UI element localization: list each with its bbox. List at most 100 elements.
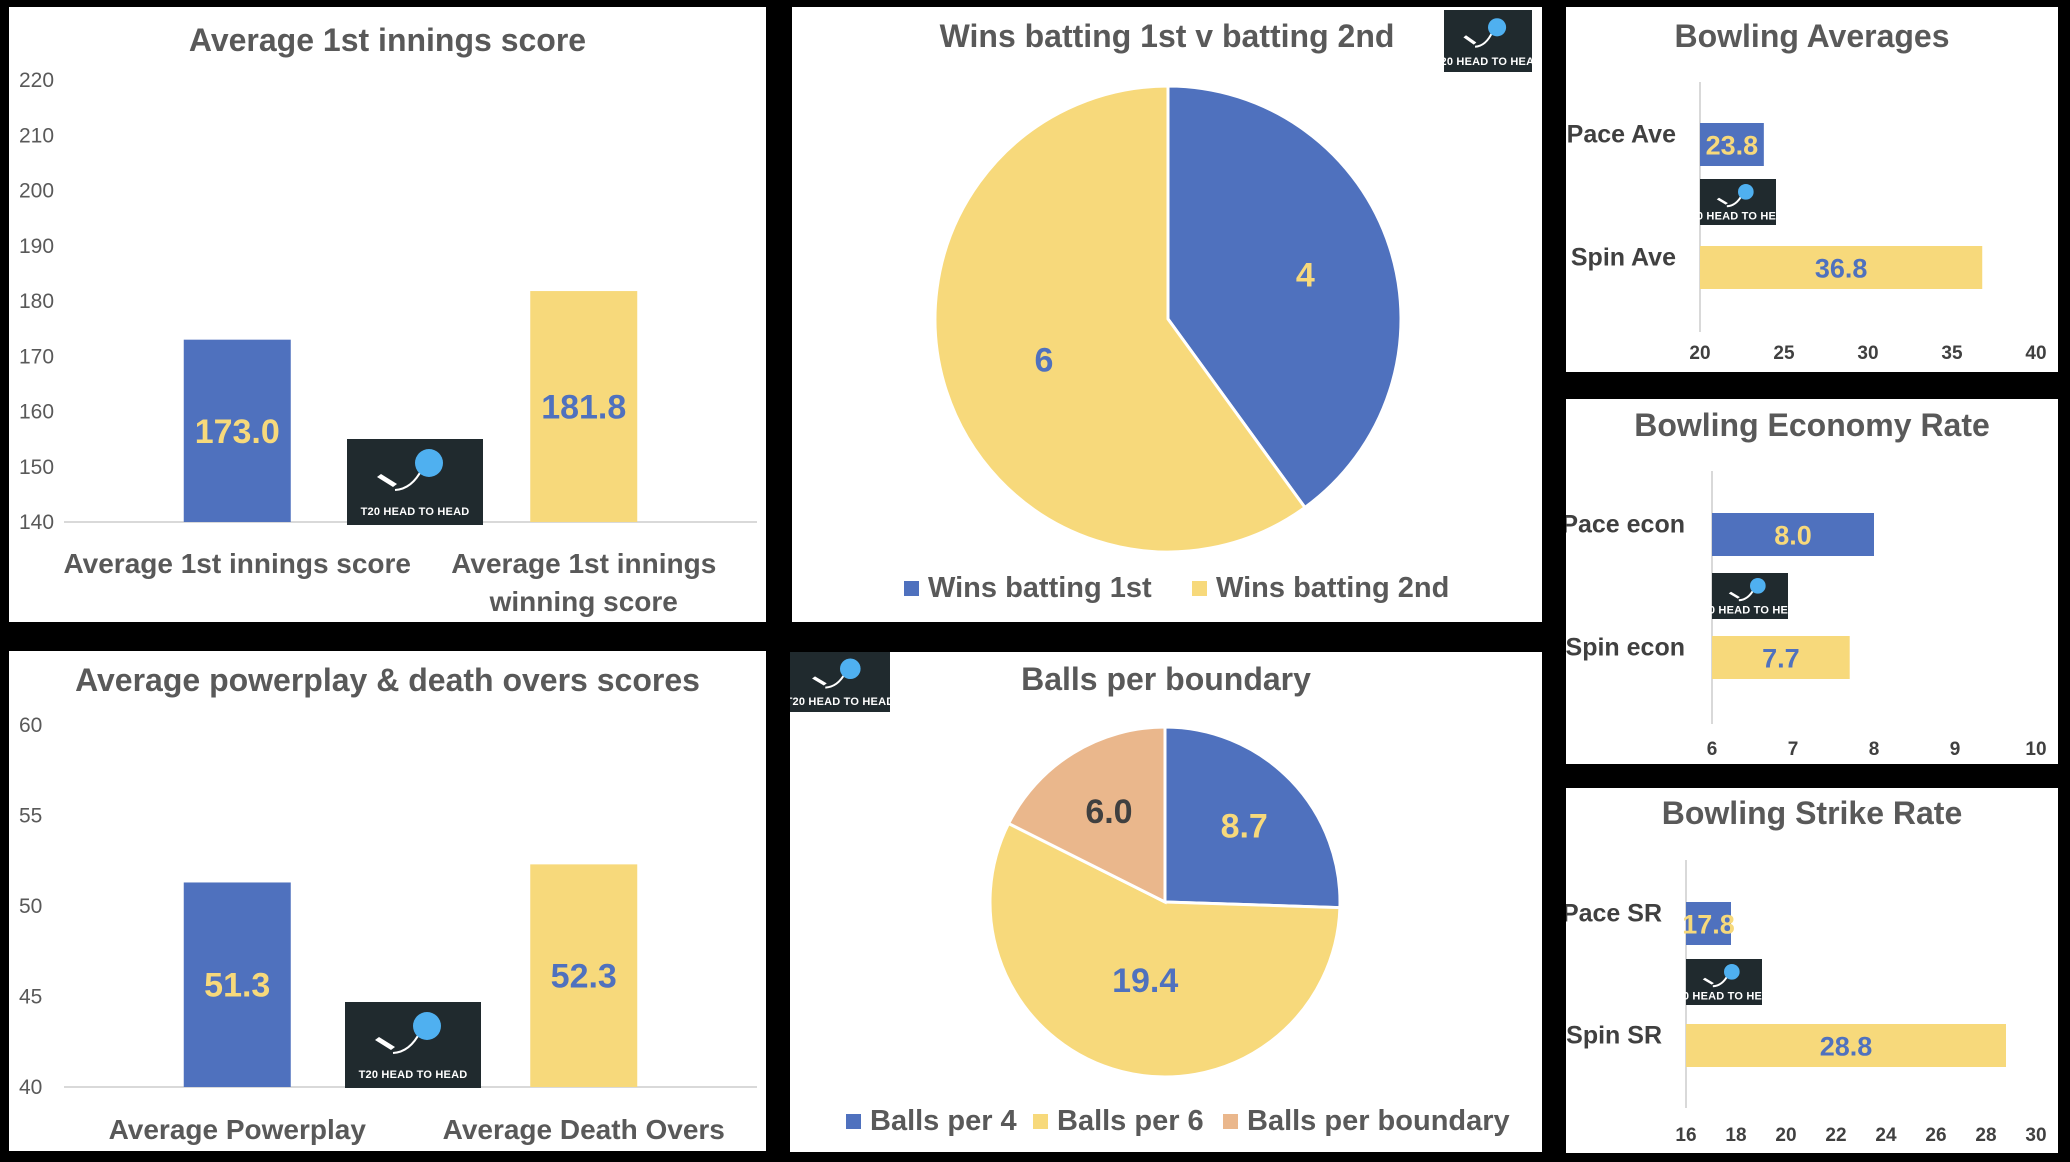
x-tick-label: 6 <box>1707 739 1718 760</box>
y-tick-label: 180 <box>19 290 54 313</box>
x-tick-label: 20 <box>1775 1125 1796 1146</box>
logo-text: T20 HEAD TO HEAD <box>1670 991 1779 1003</box>
y-tick-label: 60 <box>19 714 42 737</box>
bar <box>1686 902 1731 945</box>
chart-title: Wins batting 1st v batting 2nd <box>940 18 1395 54</box>
x-tick-label: 20 <box>1689 343 1710 364</box>
bar <box>530 291 638 522</box>
panel-bowling-strike-rate: Bowling Strike Rate 16 18 20 22 24 26 28 30 17.8 P… <box>1566 788 2058 1153</box>
y-tick-label: 160 <box>19 401 54 424</box>
data-label: 17.8 <box>1682 910 1735 940</box>
y-tick-label: 220 <box>19 69 54 92</box>
x-tick-label: 18 <box>1725 1125 1746 1146</box>
legend-label: Balls per 4 <box>870 1105 1017 1137</box>
chart-title: Balls per boundary <box>1021 661 1311 697</box>
legend-swatch <box>846 1114 861 1129</box>
legend-swatch <box>1033 1114 1048 1129</box>
x-category-label: Average Death Overs <box>443 1114 725 1145</box>
logo-text: T20 HEAD TO HEAD <box>1684 211 1793 223</box>
bar <box>1700 123 1764 166</box>
x-tick-label: 16 <box>1675 1125 1696 1146</box>
panel-avg-first-innings: Average 1st innings score 140 150 160 170 180… <box>9 7 766 622</box>
data-label: 52.3 <box>551 958 617 996</box>
bar <box>1712 636 1850 679</box>
x-tick-label: 24 <box>1875 1125 1897 1146</box>
logo-background <box>1444 10 1532 72</box>
ball-icon <box>413 1012 441 1040</box>
chart-powerplay-death: Average powerplay & death overs scores 40… <box>19 662 757 1145</box>
x-tick-label: 7 <box>1788 739 1799 760</box>
legend-swatch <box>1192 581 1207 596</box>
legend-label: Wins batting 2nd <box>1216 572 1449 604</box>
data-label: 8.0 <box>1774 521 1812 551</box>
x-tick-label: 30 <box>2025 1125 2046 1146</box>
x-tick-label: 28 <box>1975 1125 1996 1146</box>
logo-background <box>345 1002 481 1088</box>
x-tick-label: 9 <box>1950 739 1961 760</box>
x-category-label: Average 1st innings <box>451 548 716 579</box>
y-category-label: Pace Ave <box>1567 121 1676 149</box>
y-tick-label: 200 <box>19 180 54 203</box>
logo-text: T20 HEAD TO HEAD <box>361 506 470 518</box>
chart-bowling-strike-rate: Bowling Strike Rate 16 18 20 22 24 26 28 30 17.8 P… <box>1566 795 2047 1146</box>
legend-swatch <box>1223 1114 1238 1129</box>
watermark-logo: T20 HEAD TO HEAD <box>1670 959 1779 1005</box>
y-tick-label: 55 <box>19 805 42 828</box>
y-category-label: Pace econ <box>1566 511 1685 539</box>
bar <box>530 864 638 1087</box>
x-tick-label: 10 <box>2025 739 2046 760</box>
panel-balls-per-boundary: Balls per boundary 8.7 19.4 6.0 Balls per 4 B… <box>790 652 1542 1152</box>
data-label: 36.8 <box>1815 254 1868 284</box>
legend-swatch <box>904 581 919 596</box>
watermark-logo: T20 HEAD TO HEAD <box>1684 179 1793 225</box>
ball-icon <box>1724 964 1740 980</box>
bar <box>1712 513 1874 556</box>
panel-bowling-averages: Bowling Averages 20 25 30 35 40 23.8 Pace Ave 36… <box>1566 7 2058 372</box>
panel-bowling-economy: Bowling Economy Rate 6 7 8 9 10 8.0 Pace econ 7.… <box>1566 399 2058 764</box>
bat-icon <box>1463 35 1477 45</box>
chart-title: Average powerplay & death overs scores <box>75 662 700 698</box>
bat-icon <box>375 1037 395 1050</box>
y-tick-label: 190 <box>19 235 54 258</box>
y-tick-label: 210 <box>19 124 54 147</box>
watermark-logo: T20 HEAD TO HEAD <box>1696 573 1805 619</box>
bat-icon <box>1702 977 1714 985</box>
chart-wins-batting: Wins batting 1st v batting 2nd 4 6 Wins bat… <box>904 10 1542 604</box>
chart-balls-per-boundary: Balls per boundary 8.7 19.4 6.0 Balls per 4 B… <box>790 652 1510 1137</box>
pie-slice <box>1163 725 1342 910</box>
pie-slice <box>988 821 1342 1079</box>
data-label: 28.8 <box>1820 1032 1873 1062</box>
pie-slice <box>933 84 1308 554</box>
x-tick-label: 26 <box>1925 1125 1946 1146</box>
y-category-label: Spin SR <box>1566 1022 1662 1050</box>
bat-icon <box>1716 197 1728 205</box>
chart-avg-first-innings: Average 1st innings score 140 150 160 170 180… <box>19 22 757 617</box>
bar <box>183 882 291 1087</box>
bar <box>1686 1024 2006 1067</box>
x-tick-label: 30 <box>1857 343 1878 364</box>
x-category-label: Average 1st innings score <box>63 548 411 579</box>
ball-icon <box>1488 18 1507 37</box>
chart-bowling-economy: Bowling Economy Rate 6 7 8 9 10 8.0 Pace econ 7.… <box>1566 407 2047 760</box>
data-label: 19.4 <box>1112 962 1178 1000</box>
legend-label: Balls per 6 <box>1057 1105 1204 1137</box>
ball-icon <box>840 658 861 680</box>
chart-title: Bowling Averages <box>1674 18 1949 54</box>
chart-bowling-averages: Bowling Averages 20 25 30 35 40 23.8 Pace Ave 36… <box>1567 18 2047 364</box>
data-label: 23.8 <box>1706 131 1759 161</box>
chart-title: Average 1st innings score <box>189 22 586 58</box>
x-tick-label: 25 <box>1773 343 1795 364</box>
x-tick-label: 22 <box>1825 1125 1846 1146</box>
chart-title: Bowling Economy Rate <box>1634 407 1990 443</box>
legend-label: Balls per boundary <box>1247 1105 1510 1137</box>
bat-icon <box>812 676 827 686</box>
watermark-logo: T20 HEAD TO HEAD <box>790 652 894 712</box>
logo-text: T20 HEAD TO HEAD <box>1696 605 1805 617</box>
panel-wins-batting: Wins batting 1st v batting 2nd 4 6 Wins bat… <box>792 7 1542 622</box>
y-tick-label: 50 <box>19 895 42 918</box>
x-tick-label: 40 <box>2025 343 2046 364</box>
y-tick-label: 140 <box>19 511 54 534</box>
bat-icon <box>1728 591 1740 599</box>
logo-text: T20 HEAD TO HEAD <box>790 696 894 708</box>
chart-title: Bowling Strike Rate <box>1662 795 1963 831</box>
